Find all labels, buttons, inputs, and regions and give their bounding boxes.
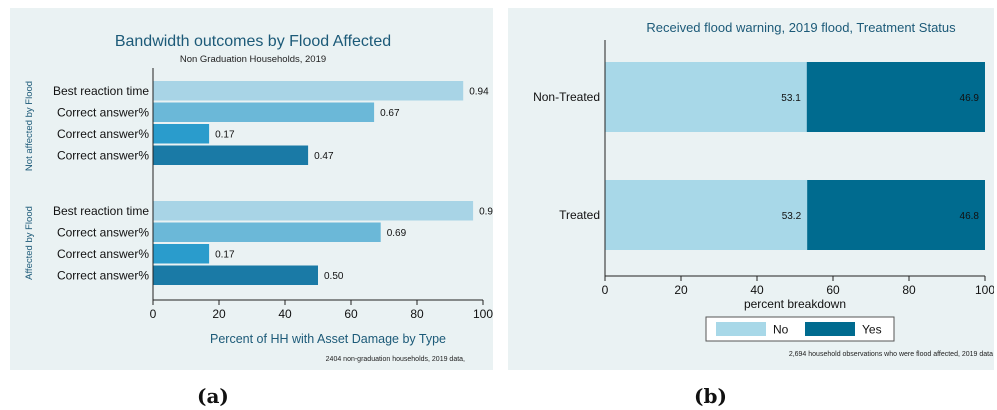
chart-a-x-tick-label: 40 <box>278 307 292 321</box>
chart-a-bar <box>153 102 375 122</box>
chart-a-bar-label: Correct answer% <box>57 127 149 141</box>
chart-a-title: Bandwidth outcomes by Flood Affected <box>115 33 391 50</box>
chart-b-xlabel: percent breakdown <box>744 297 846 311</box>
chart-b-bar-segment <box>605 180 808 250</box>
chart-b-category-label: Non-Treated <box>533 90 600 104</box>
chart-b-bar-segment <box>807 180 985 250</box>
chart-b-x-tick-label: 100 <box>975 283 994 297</box>
chart-a-value-label: 0.94 <box>469 86 489 97</box>
chart-b-x-tick-label: 60 <box>826 283 840 297</box>
chart-a-bar <box>153 81 464 101</box>
chart-a-x-tick-label: 20 <box>212 307 226 321</box>
chart-b-bar-segment <box>605 62 807 132</box>
chart-b-value-label: 53.2 <box>782 211 802 222</box>
chart-a-value-label: 0.67 <box>380 108 400 119</box>
chart-a-bar-label: Best reaction time <box>53 84 149 98</box>
chart-a-bar-label: Correct answer% <box>57 225 149 239</box>
caption-a: (a) <box>197 384 229 408</box>
chart-a-xlabel: Percent of HH with Asset Damage by Type <box>210 332 446 346</box>
chart-a-group-label-0: Not affected by Flood <box>24 81 35 171</box>
chart-a-value-label: 0.69 <box>387 228 407 239</box>
chart-b-svg: Received flood warning, 2019 flood, Trea… <box>533 20 995 358</box>
chart-a-bar <box>153 124 210 144</box>
chart-panel-a: Bandwidth outcomes by Flood Affected Non… <box>10 8 499 370</box>
chart-b-value-label: 46.9 <box>960 93 980 104</box>
chart-a-x-tick-label: 80 <box>410 307 424 321</box>
chart-a-bar <box>153 265 318 285</box>
chart-a-bar-label: Correct answer% <box>57 268 149 282</box>
chart-a-svg: Bandwidth outcomes by Flood Affected Non… <box>24 33 499 363</box>
chart-a-group-label-1: Affected by Flood <box>24 206 35 280</box>
chart-b-bar-segment <box>806 62 985 132</box>
chart-panel-b: Received flood warning, 2019 flood, Trea… <box>508 8 995 370</box>
chart-a-subtitle: Non Graduation Households, 2019 <box>180 54 326 65</box>
chart-a-value-label: 0.17 <box>215 129 235 140</box>
chart-a-bar-label: Correct answer% <box>57 247 149 261</box>
chart-a-bar <box>153 244 210 264</box>
chart-a-note: 2404 non-graduation households, 2019 dat… <box>326 356 465 363</box>
chart-a-x-tick-label: 100 <box>473 307 493 321</box>
chart-b-legend-label: Yes <box>862 323 882 337</box>
chart-a-bar <box>153 201 474 221</box>
chart-a-value-label: 0.97 <box>479 206 493 217</box>
chart-a-value-label: 0.50 <box>324 271 344 282</box>
chart-b-x-tick-label: 20 <box>674 283 688 297</box>
chart-a-bar-label: Correct answer% <box>57 148 149 162</box>
chart-a-bar <box>153 145 309 165</box>
chart-b-x-tick-label: 80 <box>902 283 916 297</box>
chart-b-x-tick-label: 0 <box>602 283 609 297</box>
chart-b-category-label: Treated <box>559 208 600 222</box>
chart-a-value-label: 0.17 <box>215 249 235 260</box>
chart-b-legend-swatch <box>716 322 766 336</box>
chart-a-bar-label: Best reaction time <box>53 204 149 218</box>
chart-b-value-label: 53.1 <box>781 93 801 104</box>
chart-b-legend-swatch <box>805 322 855 336</box>
chart-a-x-tick-label: 0 <box>150 307 157 321</box>
chart-b-x-tick-label: 40 <box>750 283 764 297</box>
chart-b-value-label: 46.8 <box>960 211 980 222</box>
chart-b-legend: No Yes <box>705 316 895 342</box>
chart-a-x-tick-label: 60 <box>344 307 358 321</box>
caption-b: (b) <box>694 384 727 408</box>
chart-b-legend-label: No <box>773 323 789 337</box>
chart-b-title: Received flood warning, 2019 flood, Trea… <box>646 20 956 35</box>
chart-a-value-label: 0.47 <box>314 151 334 162</box>
chart-a-bar <box>153 222 381 242</box>
chart-b-note: 2,694 household observations who were fl… <box>789 351 993 358</box>
chart-a-bar-label: Correct answer% <box>57 105 149 119</box>
